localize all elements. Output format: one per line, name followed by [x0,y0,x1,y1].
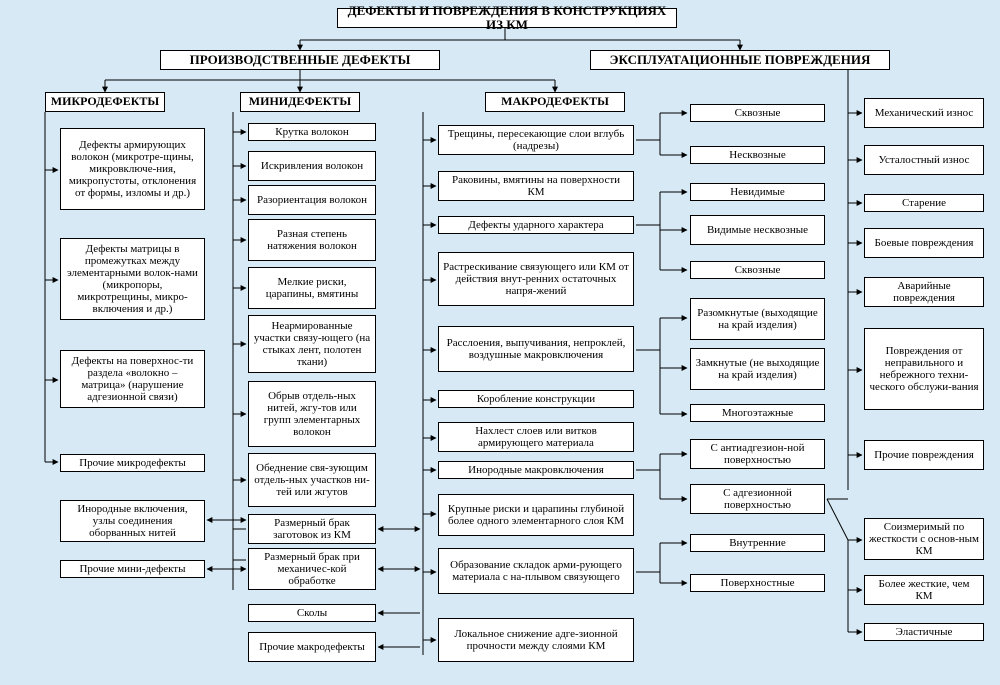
col-micro: МИКРОДЕФЕКТЫ [45,92,165,112]
mini-item: Размерный брак заготовок из КМ [248,514,376,544]
sub-delam: Замкнутые (не выходящие на край изделия) [690,348,825,390]
sub-foreign: С антиадгезион-ной поверхностью [690,439,825,469]
mini-item: Искривления волокон [248,151,376,181]
mini-item: Размерный брак при механичес-кой обработ… [248,548,376,590]
mini-item: Мелкие риски, царапины, вмятины [248,267,376,309]
mini-item: Разориентация волокон [248,185,376,215]
sub-cracks: Сквозные [690,104,825,122]
sub-impact: Видимые несквозные [690,215,825,245]
mini-item: Разная степень натяжения волокон [248,219,376,261]
micro-item: Дефекты на поверхнос-ти раздела «волокно… [60,350,205,408]
expl-item: Повреждения от неправильного и небрежног… [864,328,984,410]
sub-impact: Сквозные [690,261,825,279]
sub-impact: Невидимые [690,183,825,201]
macro-item: Раковины, вмятины на поверхности КМ [438,171,634,201]
mini-item: Обрыв отдель-ных нитей, жгу-тов или груп… [248,381,376,447]
macro-item: Расслоения, выпучивания, непроклей, возд… [438,326,634,372]
macro-item: Инородные макровключения [438,461,634,479]
branch-operational: ЭКСПЛУАТАЦИОННЫЕ ПОВРЕЖДЕНИЯ [590,50,890,70]
expl-item: Старение [864,194,984,212]
macro-item: Образование складок арми-рующего материа… [438,548,634,594]
macro-item: Трещины, пересекающие слои вглубь (надре… [438,125,634,155]
micro-item: Прочие мини-дефекты [60,560,205,578]
macro-item: Растрескивание связующего или КМ от дейс… [438,252,634,306]
sub-delam: Многоэтажные [690,404,825,422]
macro-item: Локальное снижение адге-зионной прочност… [438,618,634,662]
sub-rigidity: Более жесткие, чем КМ [864,575,984,605]
col-mini: МИНИДЕФЕКТЫ [240,92,360,112]
macro-item: Нахлест слоев или витков армирующего мат… [438,422,634,452]
expl-item: Боевые повреждения [864,228,984,258]
mini-item: Сколы [248,604,376,622]
sub-delam: Разомкнутые (выходящие на край изделия) [690,298,825,340]
micro-item: Инородные включения, узлы соединения обо… [60,500,205,542]
expl-item: Аварийные повреждения [864,277,984,307]
micro-item: Дефекты армирующих волокон (микротре-щин… [60,128,205,210]
sub-folds: Поверхностные [690,574,825,592]
sub-cracks: Несквозные [690,146,825,164]
mini-item: Обеднение свя-зующим отдель-ных участков… [248,453,376,507]
micro-item: Прочие микродефекты [60,454,205,472]
sub-folds: Внутренние [690,534,825,552]
expl-item: Усталостный износ [864,145,984,175]
sub-rigidity: Соизмеримый по жесткости с основ-ным КМ [864,518,984,560]
macro-item: Дефекты ударного характера [438,216,634,234]
sub-rigidity: Эластичные [864,623,984,641]
root-title: ДЕФЕКТЫ И ПОВРЕЖДЕНИЯ В КОНСТРУКЦИЯХ ИЗ … [337,8,677,28]
branch-production: ПРОИЗВОДСТВЕННЫЕ ДЕФЕКТЫ [160,50,440,70]
sub-foreign: С адгезионной поверхностью [690,484,825,514]
micro-item: Дефекты матрицы в промежутках между элем… [60,238,205,320]
mini-item: Неармированные участки связу-ющего (на с… [248,315,376,373]
macro-item: Крупные риски и царапины глубиной более … [438,494,634,536]
col-macro: МАКРОДЕФЕКТЫ [485,92,625,112]
macro-item: Коробление конструкции [438,390,634,408]
mini-item: Крутка волокон [248,123,376,141]
mini-item: Прочие макродефекты [248,632,376,662]
expl-item: Механический износ [864,98,984,128]
expl-item: Прочие повреждения [864,440,984,470]
